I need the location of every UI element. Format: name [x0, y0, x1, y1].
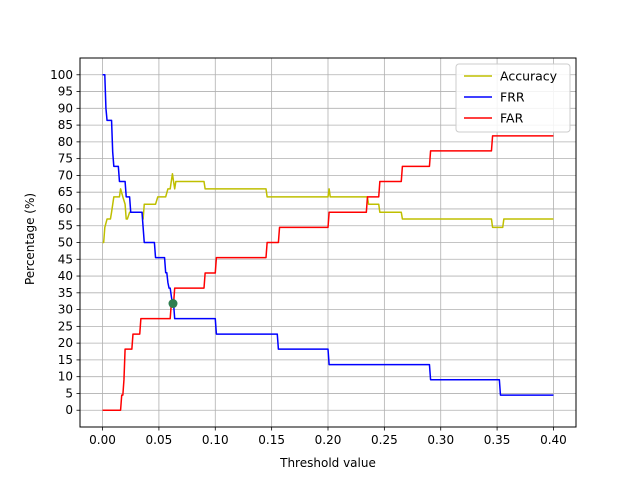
y-tick-label: 25 [58, 319, 73, 333]
x-tick-label: 0.25 [371, 433, 398, 447]
x-tick-label: 0.00 [89, 433, 116, 447]
legend-label: Accuracy [500, 69, 558, 84]
y-tick-label: 30 [58, 303, 73, 317]
y-tick-label: 0 [65, 403, 73, 417]
series-line-far [102, 135, 554, 411]
y-tick-label: 35 [58, 286, 73, 300]
y-tick-label: 75 [58, 152, 73, 166]
y-tick-label: 20 [58, 336, 73, 350]
y-tick-label: 50 [58, 236, 73, 250]
y-tick-label: 95 [58, 85, 73, 99]
x-axis-label: Threshold value [279, 456, 376, 470]
x-tick-label: 0.40 [540, 433, 567, 447]
y-tick-label: 55 [58, 219, 73, 233]
series-line-accuracy [102, 172, 554, 244]
x-tick-label: 0.05 [146, 433, 173, 447]
y-tick-label: 90 [58, 101, 73, 115]
y-tick-label: 15 [58, 353, 73, 367]
x-tick-label: 0.15 [258, 433, 285, 447]
y-axis-label: Percentage (%) [23, 193, 37, 285]
y-tick-label: 45 [58, 252, 73, 266]
marker-layer [168, 299, 178, 309]
legend: Accuracy FRR FAR [455, 63, 571, 133]
y-tick-label: 85 [58, 118, 73, 132]
y-tick-label: 65 [58, 185, 73, 199]
y-tick-label: 60 [58, 202, 73, 216]
legend-label: FRR [500, 90, 525, 105]
x-tick-label: 0.35 [484, 433, 511, 447]
y-tick-label: 80 [58, 135, 73, 149]
y-tick-label: 5 [65, 386, 73, 400]
x-tick-label: 0.10 [202, 433, 229, 447]
legend-box [455, 63, 571, 133]
series-lines [102, 74, 554, 411]
intersection-marker [168, 299, 178, 309]
x-tick-label: 0.20 [315, 433, 342, 447]
x-tick-label: 0.30 [427, 433, 454, 447]
y-tick-label: 10 [58, 370, 73, 384]
axis-ticks: 0.00 0.05 0.10 0.15 0.20 0.25 0.30 0.35 0.40 0 5 10… [50, 68, 567, 447]
legend-label: FAR [500, 111, 524, 126]
y-tick-label: 100 [50, 68, 73, 82]
y-tick-label: 40 [58, 269, 73, 283]
y-tick-label: 70 [58, 168, 73, 182]
series-line-frr [102, 74, 554, 396]
